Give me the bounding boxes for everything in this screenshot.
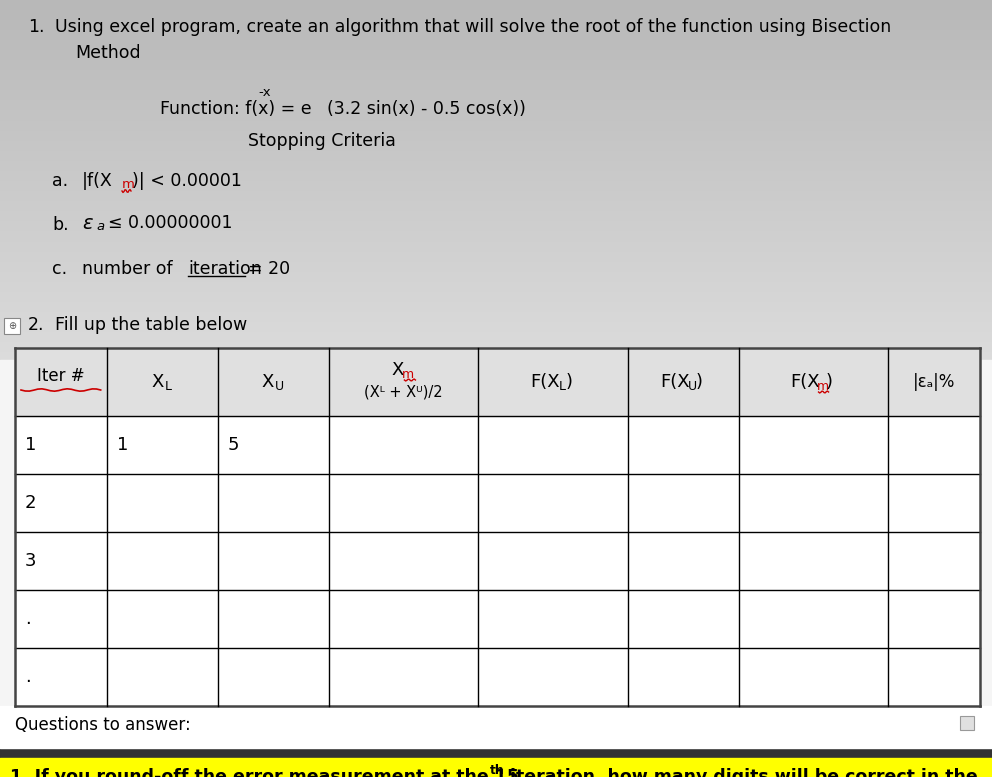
Text: F(X: F(X <box>791 373 820 391</box>
Text: X: X <box>262 373 275 391</box>
Text: Stopping Criteria: Stopping Criteria <box>248 132 396 150</box>
Text: X: X <box>391 361 404 379</box>
Text: .: . <box>25 610 31 628</box>
Text: -x: -x <box>258 86 271 99</box>
Text: ): ) <box>565 373 572 391</box>
Text: Using excel program, create an algorithm that will solve the root of the functio: Using excel program, create an algorithm… <box>55 18 891 36</box>
Bar <box>960 716 974 730</box>
Text: m: m <box>816 381 828 393</box>
Text: |εₐ|%: |εₐ|% <box>913 373 955 391</box>
Text: ≤ 0.00000001: ≤ 0.00000001 <box>108 214 232 232</box>
Text: ⊕: ⊕ <box>8 321 16 331</box>
Text: number of: number of <box>82 260 179 278</box>
Text: U: U <box>687 381 696 393</box>
Text: a.: a. <box>52 172 68 190</box>
Text: Iter #: Iter # <box>37 367 84 385</box>
Text: L: L <box>165 381 172 393</box>
Text: Method: Method <box>75 44 141 62</box>
Text: ): ) <box>695 373 702 391</box>
Text: U: U <box>275 381 284 393</box>
Text: b.: b. <box>52 216 68 234</box>
Text: .: . <box>25 668 31 686</box>
Text: |f(X: |f(X <box>82 172 113 190</box>
Text: 1: 1 <box>117 436 128 454</box>
Text: (3.2 sin(x) - 0.5 cos(x)): (3.2 sin(x) - 0.5 cos(x)) <box>316 100 526 118</box>
Text: F(X: F(X <box>530 373 559 391</box>
Text: 1: 1 <box>25 436 37 454</box>
Bar <box>4 318 20 334</box>
Text: a: a <box>96 220 104 233</box>
Text: iteration, how many digits will be correct in the: iteration, how many digits will be corre… <box>504 768 978 777</box>
Text: ε: ε <box>82 214 92 233</box>
Text: Fill up the table below: Fill up the table below <box>55 316 247 334</box>
Text: ): ) <box>826 373 833 391</box>
Text: 2.: 2. <box>28 316 45 334</box>
Text: iteration: iteration <box>188 260 262 278</box>
Text: (Xᴸ + Xᵁ)/2: (Xᴸ + Xᵁ)/2 <box>364 385 442 399</box>
Text: = 20: = 20 <box>248 260 290 278</box>
Text: Function: f(x) = e: Function: f(x) = e <box>160 100 311 118</box>
Text: 1.: 1. <box>28 18 45 36</box>
Text: m: m <box>122 178 135 191</box>
Text: 2: 2 <box>25 494 37 512</box>
Text: c.: c. <box>52 260 67 278</box>
Text: X: X <box>151 373 164 391</box>
Text: 1. If you round-off the error measurement at the 15: 1. If you round-off the error measuremen… <box>10 768 519 777</box>
Text: )| < 0.00001: )| < 0.00001 <box>132 172 242 190</box>
Text: 3: 3 <box>25 552 37 570</box>
Text: m: m <box>403 368 415 382</box>
Text: Questions to answer:: Questions to answer: <box>15 716 190 734</box>
Text: L: L <box>558 381 565 393</box>
Text: th: th <box>490 764 505 777</box>
Text: F(X: F(X <box>661 373 690 391</box>
Text: 5: 5 <box>227 436 239 454</box>
